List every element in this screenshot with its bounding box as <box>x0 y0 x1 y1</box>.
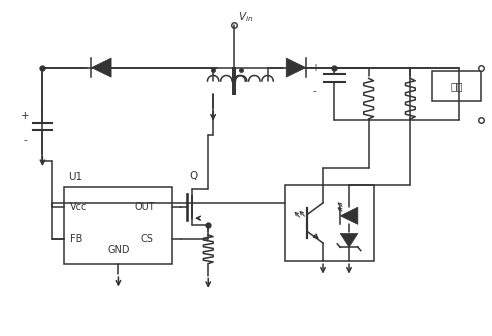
Text: U1: U1 <box>68 172 83 182</box>
Text: GND: GND <box>107 245 130 255</box>
Text: $V_{in}$: $V_{in}$ <box>238 10 253 24</box>
Bar <box>432 72 482 101</box>
Text: +: + <box>310 63 319 73</box>
Text: -: - <box>23 135 27 145</box>
Polygon shape <box>340 207 358 224</box>
Polygon shape <box>340 234 358 247</box>
Text: Q: Q <box>189 170 198 180</box>
Polygon shape <box>286 58 306 77</box>
Polygon shape <box>92 58 111 77</box>
Text: +: + <box>21 111 30 121</box>
Text: OUT: OUT <box>134 202 155 212</box>
Text: 负载: 负载 <box>451 81 463 91</box>
Text: -: - <box>313 86 316 96</box>
Bar <box>64 187 172 264</box>
Bar <box>285 185 373 261</box>
Text: Vcc: Vcc <box>70 202 88 212</box>
Text: FB: FB <box>70 234 83 244</box>
Text: CS: CS <box>141 234 154 244</box>
